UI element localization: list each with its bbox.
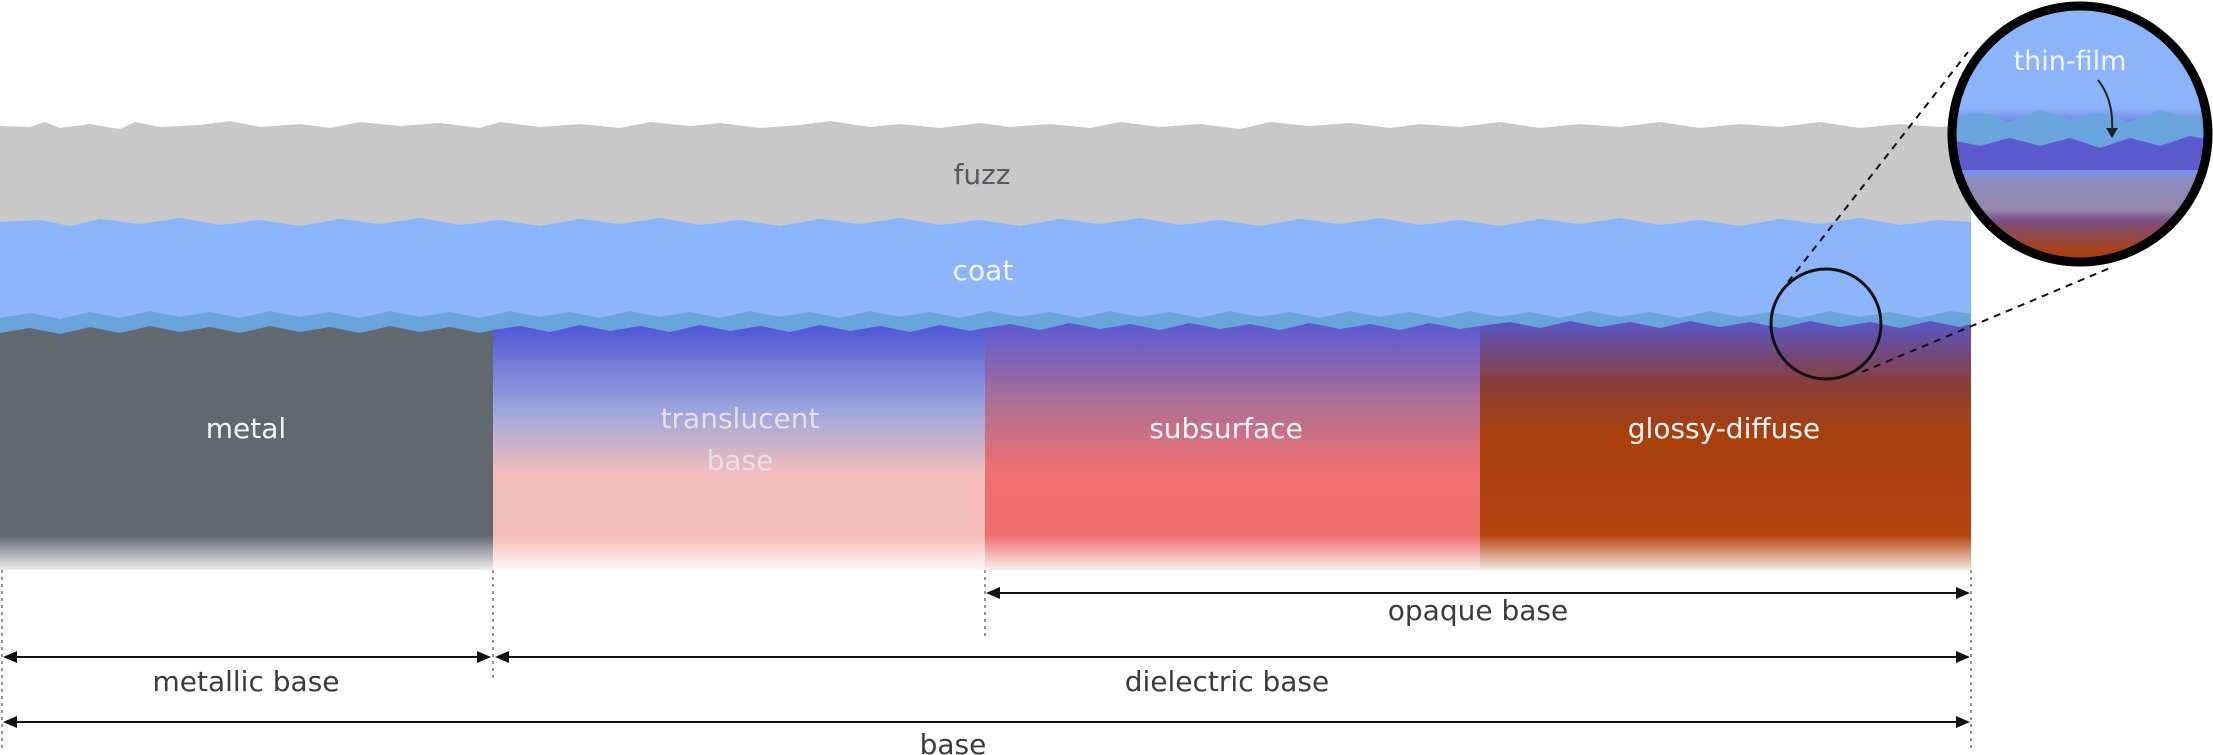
- magnifier-guide-line-bottom: [1861, 267, 2111, 373]
- base-arrow-left-head: [3, 716, 17, 728]
- glossy-diffuse-block: [1480, 321, 1971, 570]
- metallic-base-arrow-left-head: [3, 651, 17, 663]
- thin-film-label: thin-film: [2014, 46, 2127, 77]
- dielectric-base-label: dielectric base: [1125, 665, 1330, 698]
- base-fade-overlay: [0, 535, 1975, 575]
- thin-film-purple-layer: [1952, 136, 2208, 176]
- opaque-base-label: opaque base: [1388, 594, 1568, 627]
- thin-film-arrow: [2097, 79, 2114, 133]
- metal-label: metal: [206, 412, 286, 445]
- fuzz-label: fuzz: [954, 158, 1011, 191]
- metallic-base-arrow-right-head: [477, 651, 491, 663]
- coat-layer: [0, 218, 1971, 335]
- magnifier-guide-line-top: [1787, 51, 1969, 283]
- metallic-base-label: metallic base: [152, 665, 339, 698]
- dimension-guides: [1, 570, 1972, 752]
- translucent-label-line2: base: [707, 444, 774, 477]
- dimension-arrows: [3, 587, 1970, 728]
- magnifier-source-circle: [1769, 267, 1883, 381]
- dielectric-base-arrow-right-head: [1956, 651, 1970, 663]
- opaque-base-arrow-left-head: [986, 587, 1000, 599]
- fuzz-layer: [0, 121, 1971, 230]
- base-blocks: [0, 321, 1975, 575]
- dielectric-base-arrow-left-head: [495, 651, 509, 663]
- thin-film-interface: [1952, 110, 2208, 148]
- metal-block: [0, 326, 493, 570]
- base-label: base: [920, 728, 987, 755]
- subsurface-block: [985, 323, 1480, 570]
- translucent-base-block: [493, 325, 985, 570]
- coat-label: coat: [953, 254, 1014, 287]
- subsurface-label: subsurface: [1149, 412, 1303, 445]
- translucent-label-line1: translucent: [661, 402, 820, 435]
- glossy-diffuse-label: glossy-diffuse: [1628, 412, 1820, 445]
- thin-film-arrow-head: [2106, 128, 2118, 138]
- opaque-base-arrow-right-head: [1956, 587, 1970, 599]
- thin-film-inset: thin-film: [1947, 1, 2213, 267]
- thin-film-inset-border: [1947, 1, 2213, 267]
- base-arrow-right-head: [1956, 716, 1970, 728]
